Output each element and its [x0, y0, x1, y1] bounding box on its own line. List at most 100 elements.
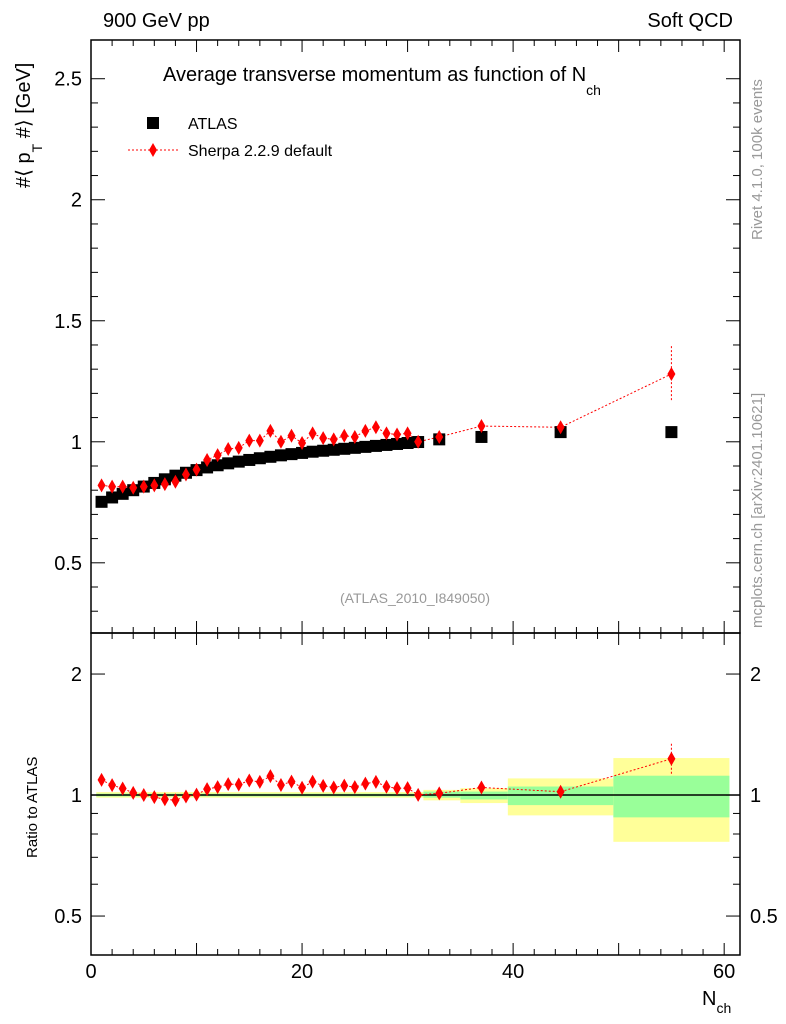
ratio-tick-label: 2 [71, 664, 82, 686]
atlas-point [95, 495, 108, 508]
sherpa-point [160, 477, 169, 492]
atlas-point [222, 457, 235, 470]
atlas-point [327, 443, 340, 456]
ratio-tick-label-right: 2 [750, 664, 761, 686]
header-right: Soft QCD [647, 10, 733, 32]
ratio-point [556, 784, 565, 799]
sherpa-point [329, 432, 338, 447]
sherpa-point [266, 423, 275, 438]
atlas-point [264, 450, 277, 463]
y-tick-label: 2.5 [54, 69, 82, 91]
ratio-point [234, 777, 243, 792]
legend-sherpa-marker [149, 143, 157, 157]
sherpa-point [308, 426, 317, 441]
atlas-point [317, 444, 330, 457]
legend-sherpa-label: Sherpa 2.2.9 default [188, 143, 333, 160]
atlas-point [348, 441, 361, 454]
atlas-point [296, 446, 309, 459]
legend-atlas-label: ATLAS [188, 116, 238, 133]
x-axis-label: Nch [702, 988, 731, 1016]
ratio-point [435, 786, 444, 801]
sherpa-point [435, 429, 444, 444]
sherpa-point [234, 440, 243, 455]
y-tick-label: 1.5 [54, 311, 82, 333]
x-tick-label: 20 [291, 961, 313, 983]
sherpa-point [108, 479, 117, 494]
atlas-point [106, 491, 119, 504]
sherpa-point [403, 426, 412, 441]
axis-ticks: 0 20 40 60 0.5 1 1.5 2 2.5 0.5 0.5 1 1 2 2 [54, 40, 778, 983]
ratio-point [477, 780, 486, 795]
ratio-point [350, 780, 359, 795]
atlas-point [243, 453, 256, 466]
legend-atlas-marker [147, 117, 159, 129]
atlas-point [475, 430, 488, 443]
ratio-point [393, 781, 402, 796]
sherpa-point [171, 474, 180, 489]
chart-title: Average transverse momentum as function … [163, 64, 601, 98]
ratio-point [382, 779, 391, 794]
ratio-point [329, 780, 338, 795]
atlas-point [285, 448, 298, 461]
ratio-point [276, 777, 285, 792]
sherpa-point [255, 433, 264, 448]
rivet-label: Rivet 4.1.0, 100k events [749, 79, 766, 240]
ratio-point [97, 772, 106, 787]
ratio-point [361, 776, 370, 791]
mcplots-label: mcplots.cern.ch [arXiv:2401.10621] [749, 393, 766, 628]
sherpa-point [150, 478, 159, 493]
sherpa-point [287, 428, 296, 443]
atlas-point [380, 438, 393, 451]
header-left: 900 GeV pp [103, 10, 210, 32]
sherpa-point [382, 426, 391, 441]
sherpa-point [276, 434, 285, 449]
ratio-point [298, 780, 307, 795]
ratio-point [414, 787, 423, 802]
chart-marks [95, 346, 678, 808]
atlas-point [116, 487, 129, 500]
sherpa-point [414, 434, 423, 449]
ratio-point [308, 774, 317, 789]
ratio-point [192, 787, 201, 802]
sherpa-point [224, 442, 233, 457]
x-tick-label: 40 [502, 961, 524, 983]
ratio-tick-label-right: 1 [750, 785, 761, 807]
x-tick-label: 0 [85, 961, 96, 983]
ratio-point [340, 778, 349, 793]
sherpa-point [245, 433, 254, 448]
ratio-point [118, 781, 127, 796]
ratio-point [203, 782, 212, 797]
ratio-frame [90, 632, 741, 956]
ratio-point [171, 793, 180, 808]
ratio-point [181, 789, 190, 804]
ratio-point [139, 788, 148, 803]
sherpa-point [361, 423, 370, 438]
atlas-point [306, 445, 319, 458]
ratio-point [150, 790, 159, 805]
ratio-tick-label: 0.5 [54, 906, 82, 928]
sherpa-point [350, 429, 359, 444]
atlas-point [359, 440, 372, 453]
ratio-tick-label-right: 0.5 [750, 906, 778, 928]
sherpa-point [139, 479, 148, 494]
atlas-point [401, 436, 414, 449]
atlas-point [274, 449, 287, 462]
ratio-point [667, 751, 676, 766]
ratio-point [287, 774, 296, 789]
sherpa-point [393, 427, 402, 442]
ratio-point [266, 769, 275, 784]
ratio-point [224, 777, 233, 792]
ratio-point [160, 792, 169, 807]
sherpa-point [213, 448, 222, 463]
ratio-point [255, 774, 264, 789]
ratio-point [403, 781, 412, 796]
atlas-point [211, 459, 224, 472]
ratio-tick-label: 1 [71, 785, 82, 807]
ratio-point [108, 778, 117, 793]
ratio-point [319, 778, 328, 793]
atlas-point [253, 452, 266, 465]
sherpa-point [97, 478, 106, 493]
ratio-y-label: Ratio to ATLAS [24, 757, 41, 858]
ratio-point [129, 785, 138, 800]
